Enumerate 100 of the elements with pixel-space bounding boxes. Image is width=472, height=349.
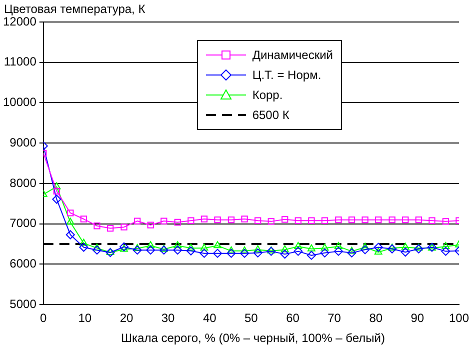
point <box>388 244 397 254</box>
x-tick-label: 30 <box>161 311 176 326</box>
point <box>362 216 368 224</box>
x-tick-label: 40 <box>202 311 217 326</box>
point <box>334 242 342 249</box>
point <box>415 216 422 224</box>
point <box>334 246 343 256</box>
point <box>80 238 88 246</box>
point <box>388 216 396 224</box>
point <box>188 217 194 224</box>
point <box>174 241 182 248</box>
point <box>240 248 250 258</box>
point <box>228 216 235 224</box>
point <box>348 246 356 254</box>
point <box>160 218 168 224</box>
point <box>266 246 276 256</box>
point <box>186 246 196 256</box>
point <box>360 245 370 254</box>
point <box>214 241 222 248</box>
point <box>348 216 356 224</box>
point <box>200 248 209 258</box>
point <box>400 248 410 257</box>
point <box>159 246 168 255</box>
point <box>227 246 236 254</box>
y-tick-label: 8000 <box>10 176 37 190</box>
point <box>268 218 274 225</box>
point <box>320 244 329 251</box>
y-tick-label: 11000 <box>4 54 37 69</box>
point <box>401 242 410 250</box>
y-tick-label: 6000 <box>10 256 37 271</box>
x-tick-label: 10 <box>78 311 92 326</box>
point <box>361 242 370 250</box>
point <box>335 216 342 224</box>
point <box>52 194 62 204</box>
point <box>200 244 208 251</box>
legend-label: Корр. <box>252 88 283 102</box>
point <box>254 217 262 224</box>
point <box>79 242 88 252</box>
x-tick-label: 80 <box>369 311 383 326</box>
y-tick-label: 7000 <box>10 216 37 230</box>
point <box>253 248 262 258</box>
point <box>321 217 328 224</box>
point <box>267 246 276 254</box>
point <box>282 216 288 223</box>
x-tick-label: 70 <box>328 311 342 326</box>
point <box>374 248 382 255</box>
point <box>308 217 315 224</box>
y-tick-label: 12000 <box>2 14 37 28</box>
point <box>173 246 182 255</box>
x-tick-label: 60 <box>286 311 300 326</box>
x-tick-label: 20 <box>120 311 134 326</box>
point <box>147 222 154 228</box>
point <box>94 222 100 230</box>
point <box>280 245 289 252</box>
x-tick-label: 90 <box>410 311 424 326</box>
point <box>388 244 396 251</box>
point <box>294 217 302 224</box>
point <box>92 246 102 255</box>
point <box>414 244 423 251</box>
point <box>254 245 262 252</box>
point <box>93 244 101 251</box>
y-tick-label: 5000 <box>10 296 37 311</box>
point <box>402 216 409 224</box>
point <box>306 250 316 260</box>
point <box>132 246 142 255</box>
point <box>347 248 356 258</box>
point <box>241 216 248 222</box>
point <box>67 210 74 216</box>
point <box>200 216 208 222</box>
point <box>374 242 383 252</box>
point <box>213 248 222 258</box>
point <box>80 216 88 222</box>
point <box>280 250 290 259</box>
y-tick-label: 10000 <box>2 95 37 110</box>
x-tick-label: 50 <box>244 311 258 326</box>
point <box>120 244 128 252</box>
point <box>307 244 316 252</box>
point <box>186 244 195 251</box>
legend-label: Ц.Т. = Норм. <box>252 68 322 82</box>
legend-label: 6500 К <box>252 108 290 122</box>
x-tick-label: 0 <box>40 311 48 326</box>
point <box>442 242 450 249</box>
x-axis-title: Шкала серого, % (0% – черный, 100% – белый) <box>120 331 386 345</box>
point <box>226 248 236 258</box>
y-axis-title: Цветовая температура, К <box>4 2 146 16</box>
y-tick-label: 9000 <box>10 135 37 150</box>
point <box>414 244 424 254</box>
point <box>240 246 248 254</box>
point <box>214 216 221 224</box>
x-tick-label: 100 <box>448 311 470 326</box>
point <box>146 246 156 255</box>
point <box>52 182 61 190</box>
point <box>441 246 450 256</box>
point <box>294 246 303 256</box>
legend-label: Динамический <box>252 48 333 62</box>
point <box>120 224 128 230</box>
point <box>375 216 382 224</box>
point <box>53 188 60 194</box>
point <box>160 244 168 252</box>
point <box>320 248 330 258</box>
